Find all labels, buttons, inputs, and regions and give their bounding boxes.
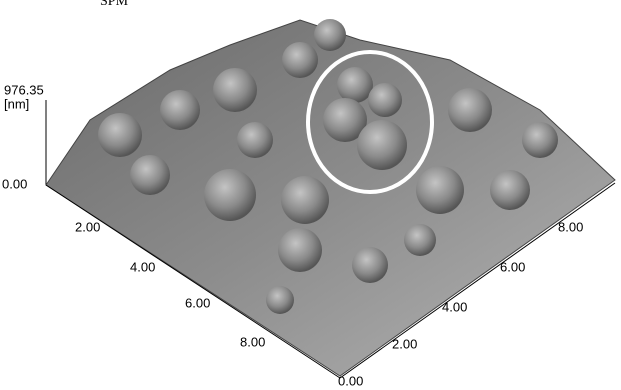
y-tick-label: 8.00 [558,219,583,234]
z-min-label: 0.00 [2,176,27,191]
y-tick-label: 6.00 [500,259,525,274]
surface [46,20,615,376]
y-tick-label: 4.00 [442,299,467,314]
y-tick-label: 2.00 [392,336,417,351]
x-tick-label: 8.00 [240,334,265,349]
title: SPM [100,0,129,9]
x-tick-label: 6.00 [185,295,210,310]
x-tick-label: 2.00 [75,219,100,234]
spm-figure: SPM 976.35 [nm] 0.00 2.00 4.00 6.00 8.00… [0,0,621,390]
z-unit-label: [nm] [4,96,29,111]
x-tick-label: 4.00 [130,259,155,274]
y-tick-label: 0.00 [338,373,363,388]
z-max-label: 976.35 [4,82,44,97]
